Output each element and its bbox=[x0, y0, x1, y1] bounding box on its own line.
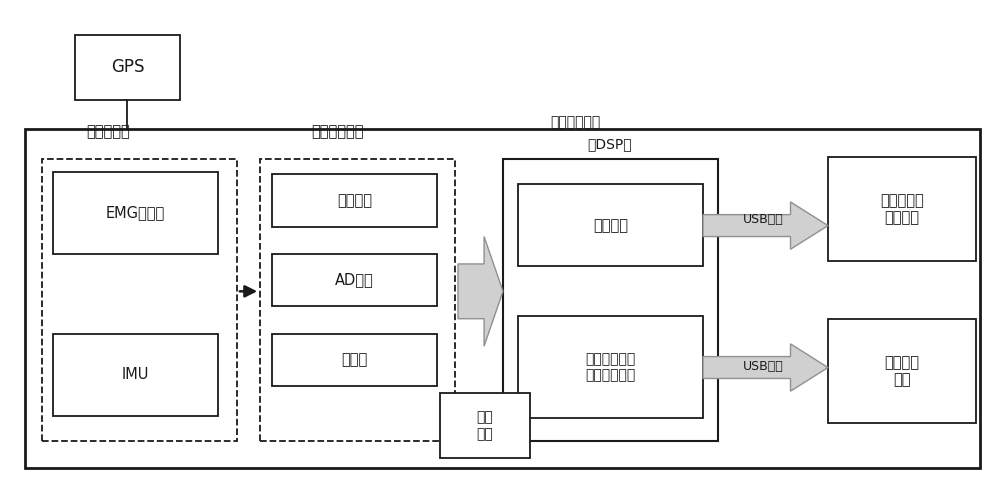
Text: 电源
模块: 电源 模块 bbox=[477, 411, 493, 441]
Bar bbox=[828, 157, 976, 261]
Text: 其他外挂
设备: 其他外挂 设备 bbox=[884, 355, 919, 387]
Bar bbox=[53, 172, 218, 254]
Bar bbox=[53, 334, 218, 416]
Polygon shape bbox=[458, 237, 503, 346]
Bar bbox=[503, 159, 718, 441]
Text: 信号处理: 信号处理 bbox=[593, 218, 628, 233]
Bar bbox=[25, 129, 980, 468]
Polygon shape bbox=[703, 344, 828, 391]
Text: USB串口: USB串口 bbox=[743, 360, 783, 373]
Text: 放大电路: 放大电路 bbox=[337, 193, 372, 208]
Text: 上位机结果
显示设备: 上位机结果 显示设备 bbox=[880, 193, 924, 226]
Bar bbox=[272, 174, 437, 227]
Text: IMU: IMU bbox=[122, 367, 149, 382]
Text: EMG传感器: EMG传感器 bbox=[106, 205, 165, 221]
Bar bbox=[272, 254, 437, 306]
Text: GPS: GPS bbox=[111, 58, 144, 76]
Text: （DSP）: （DSP） bbox=[588, 137, 632, 151]
Bar bbox=[42, 159, 237, 441]
Bar bbox=[272, 334, 437, 386]
Text: 数据采集模块: 数据采集模块 bbox=[312, 124, 364, 139]
Bar bbox=[518, 184, 703, 266]
Text: 嵌入式计算机: 嵌入式计算机 bbox=[550, 115, 600, 129]
Bar bbox=[440, 393, 530, 458]
Bar bbox=[75, 35, 180, 100]
Text: 预滤波: 预滤波 bbox=[341, 352, 368, 368]
Text: 传感器模块: 传感器模块 bbox=[86, 124, 130, 139]
Bar bbox=[828, 319, 976, 423]
Bar bbox=[260, 159, 455, 441]
Text: USB串口: USB串口 bbox=[743, 213, 783, 226]
Text: 组合导航算法
（粒子滤波）: 组合导航算法 （粒子滤波） bbox=[585, 352, 636, 382]
Bar bbox=[518, 316, 703, 418]
Text: AD转换: AD转换 bbox=[335, 272, 374, 288]
Polygon shape bbox=[703, 202, 828, 249]
